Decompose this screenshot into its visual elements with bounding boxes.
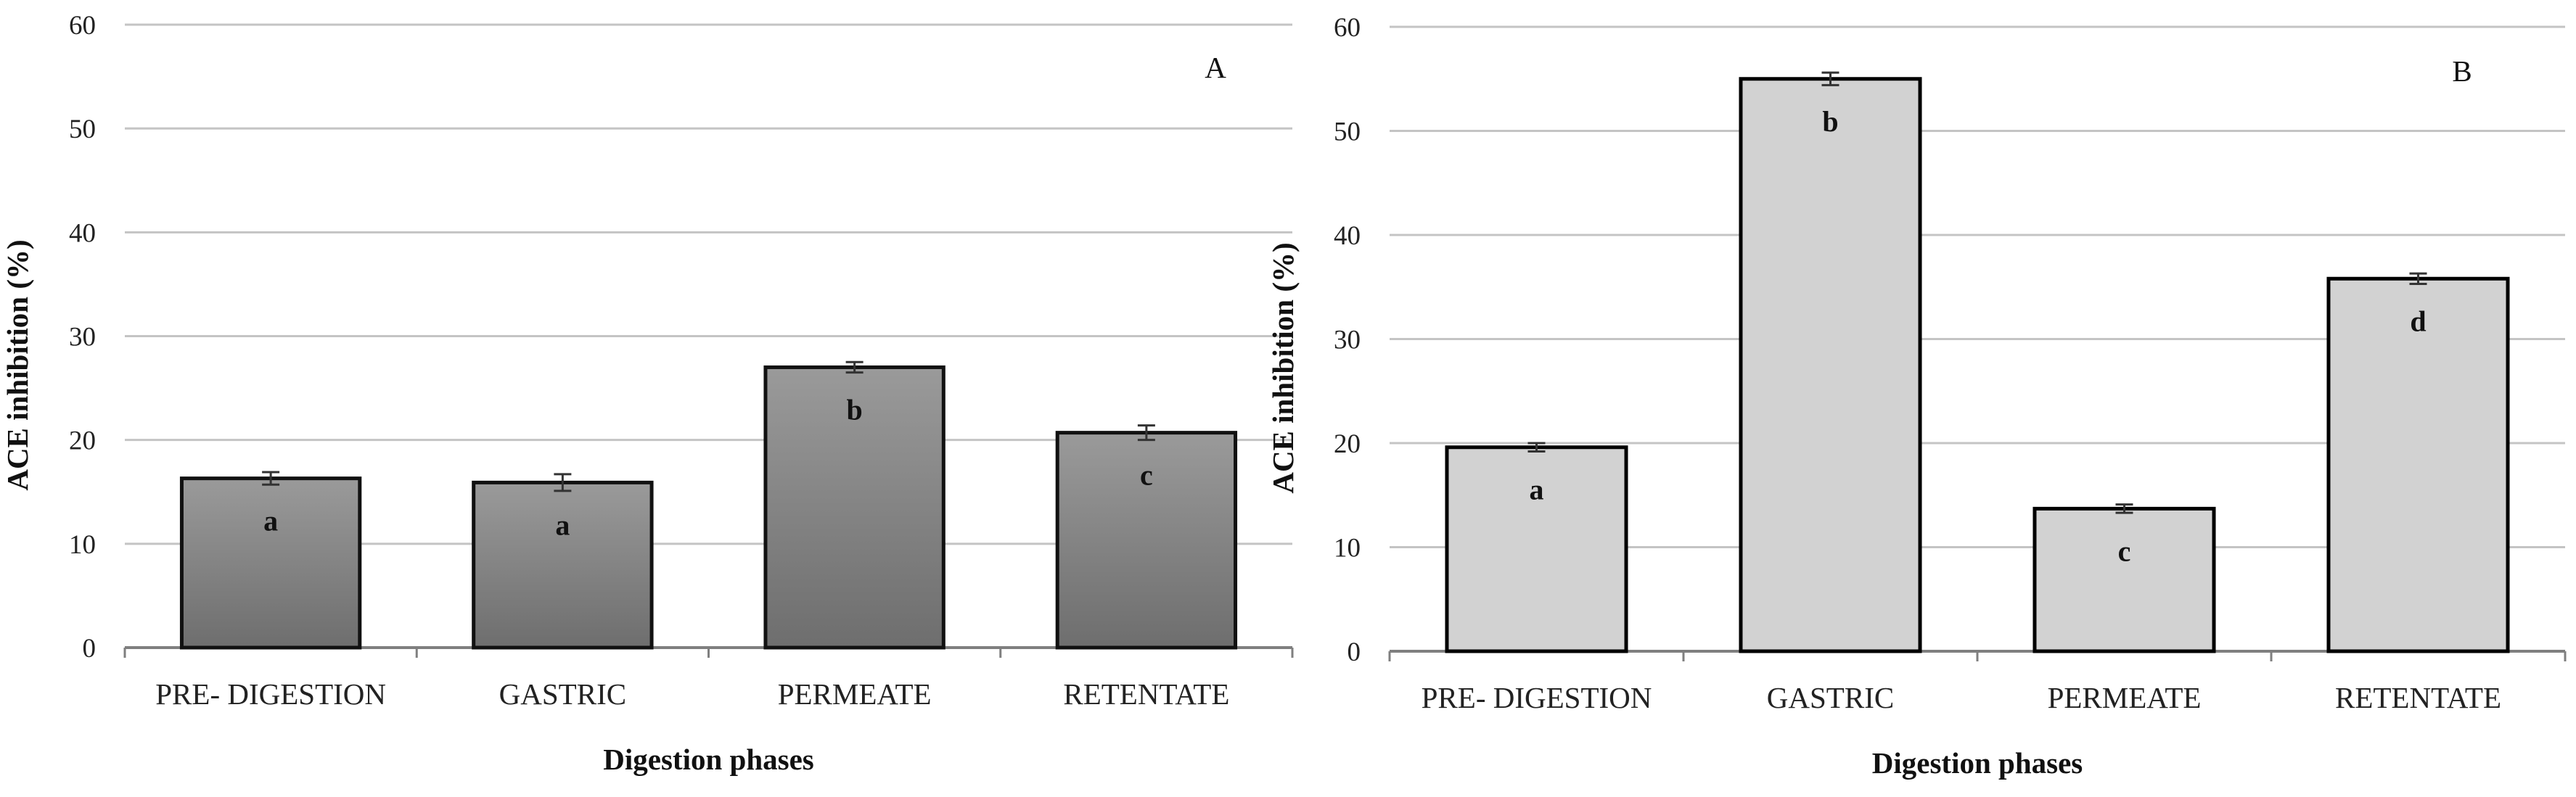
y-tick-label: 40 — [1334, 221, 1361, 251]
x-tick-label: PRE- DIGESTION — [1422, 681, 1652, 714]
y-axis-title: ACE inhibition (%) — [1266, 242, 1300, 493]
y-tick-label: 60 — [69, 11, 96, 41]
x-tick-label: GASTRIC — [499, 677, 626, 711]
significance-label: c — [2118, 534, 2131, 567]
x-tick-label: PRE- DIGESTION — [155, 677, 386, 711]
x-tick-label: RETENTATE — [1063, 677, 1229, 711]
y-tick-label: 50 — [1334, 117, 1361, 147]
bar — [1739, 77, 1922, 653]
y-tick-label: 0 — [1348, 637, 1361, 667]
x-axis-title: Digestion phases — [1872, 746, 2083, 780]
significance-label: c — [1140, 459, 1153, 492]
x-tick-label: GASTRIC — [1767, 681, 1894, 714]
significance-label: a — [263, 505, 278, 537]
bar — [2326, 276, 2510, 653]
y-tick-label: 10 — [69, 530, 96, 560]
y-tick-label: 60 — [1334, 13, 1361, 43]
y-tick-label: 0 — [83, 634, 97, 664]
x-tick-label: PERMEATE — [778, 677, 932, 711]
y-tick-label: 20 — [1334, 429, 1361, 459]
y-tick-label: 40 — [69, 218, 96, 248]
y-tick-label: 10 — [1334, 534, 1361, 563]
panel-label: B — [2452, 54, 2472, 88]
significance-label: a — [555, 508, 570, 541]
chart-panel-b: 0 10 20 30 40 50 60 a PRE- DIGESTION b GASTRIC c PER… — [1266, 13, 2567, 780]
y-tick-label: 50 — [69, 115, 96, 144]
significance-label: a — [1530, 474, 1544, 506]
x-tick-label: RETENTATE — [2335, 681, 2501, 714]
x-axis-title: Digestion phases — [603, 743, 813, 776]
y-tick-label: 30 — [1334, 326, 1361, 355]
y-tick-label: 20 — [69, 426, 96, 456]
y-tick-label: 30 — [69, 323, 96, 352]
bar — [472, 480, 654, 650]
chart-panel-a: 0 10 20 30 40 50 60 a PRE- DIGESTION a GASTRIC b PER… — [1, 11, 1294, 776]
y-axis-title: ACE inhibition (%) — [1, 239, 34, 490]
significance-label: b — [847, 393, 863, 426]
bar — [1445, 445, 1628, 653]
significance-label: d — [2410, 305, 2426, 337]
bar — [179, 476, 362, 650]
panel-label: A — [1205, 51, 1226, 84]
bar — [2033, 506, 2216, 653]
x-tick-label: PERMEATE — [2048, 681, 2202, 714]
significance-label: b — [1822, 105, 1838, 138]
